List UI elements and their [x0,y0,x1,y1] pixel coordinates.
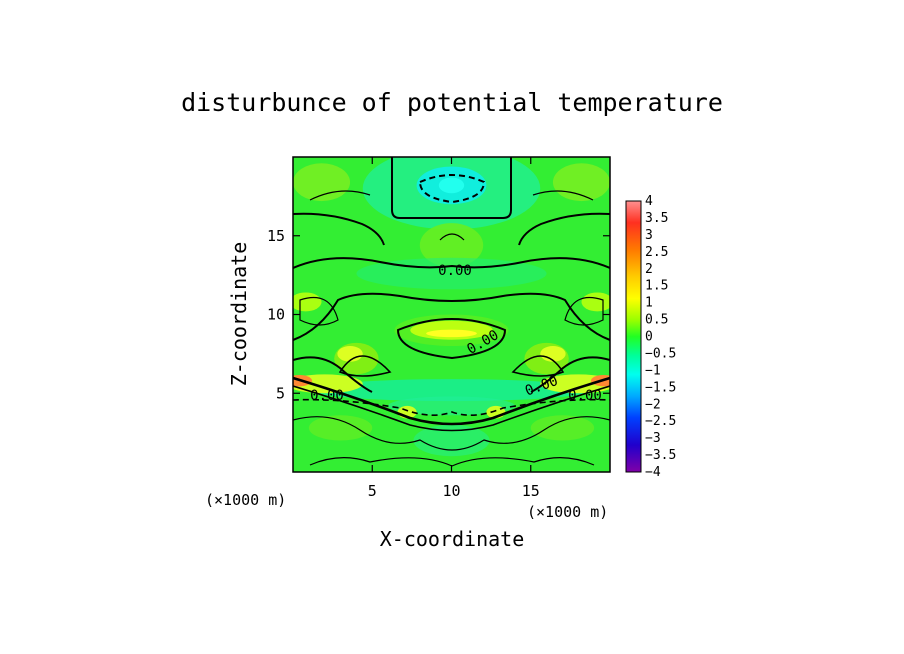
field-patch [540,346,566,362]
colorbar-tick-label: 2 [645,262,653,277]
x-ticks: 5 10 15 [368,157,540,500]
x-axis-label: X-coordinate [380,527,525,551]
contour-line [564,296,604,326]
field-contours [293,157,610,467]
colorbar-tick-label: 3 [645,228,653,243]
colorbar-tick-label: 1.5 [645,279,668,294]
contour-value-label: 0.00 [310,388,344,404]
contour-line [293,212,385,246]
x-tick-label: 5 [368,482,377,500]
field-patch [438,177,465,194]
field-patch [581,292,610,312]
colorbar-tick-label: −0.5 [645,346,676,361]
contour-value-label: 0.00 [438,263,472,279]
contour-line [299,296,339,326]
plot-area [293,157,610,472]
field-patch [337,346,363,362]
y-tick-label: 10 [267,306,285,324]
colorbar-tick-label: 3.5 [645,211,668,226]
contour-line [293,385,610,432]
field-patch [388,396,515,416]
colorbar-tick-label: −2.5 [645,414,676,429]
y-axis-label: Z-coordinate [227,242,251,387]
colorbar-tick-label: −4 [645,465,661,480]
field-patch [308,415,373,441]
contour-line [418,174,486,204]
y-tick-label: 5 [276,384,285,402]
colorbar-tick-label: 0 [645,330,653,345]
contour-line [518,212,610,246]
y-ticks: 5 10 15 [267,227,610,402]
colorbar-tick-label: −1.5 [645,380,676,395]
colorbar-gradient [625,200,642,473]
x-tick-label: 10 [442,482,460,500]
contour-value-label: 0.00 [568,388,602,404]
contour-line [530,356,610,393]
field-patch [530,415,595,441]
colorbar-tick-label: 0.5 [645,313,668,328]
contour-line [396,318,507,360]
field-patch [413,424,490,457]
contour-line [532,190,594,201]
y-unit-label: (×1000 m) [205,491,286,509]
field-patch [419,223,484,268]
contour-line [293,257,610,269]
contour-line [391,157,512,219]
contour-line [293,356,373,393]
contour-line [439,233,465,241]
colorbar: 4 3.5 3 2.5 2 1.5 1 0.5 0−0.5 −1 −1.5 −2 −2.5 −3 −3.5 −… [625,194,676,480]
colorbar-tick-label: 4 [645,194,653,209]
y-tick-label: 15 [267,227,285,245]
colorbar-tick-label: −3.5 [645,448,676,463]
contour-line [293,376,610,426]
colorbar-tick-label: 1 [645,296,653,311]
field-patch [426,329,477,338]
contour-line [309,190,371,201]
field-patch [293,292,322,312]
colorbar-tick-label: 2.5 [645,245,668,260]
contour-line [293,292,610,341]
colorbar-tick-label: −1 [645,363,661,378]
colorbar-tick-label: −2 [645,397,661,412]
colorbar-labels: 4 3.5 3 2.5 2 1.5 1 0.5 0−0.5 −1 −1.5 −2 −2.5 −3 −3.5 −… [645,194,676,480]
contour-line [293,416,610,451]
chart-title: disturbunce of potential temperature [181,88,723,117]
x-tick-label: 15 [522,482,540,500]
contour-line [338,355,392,377]
x-unit-label: (×1000 m) [527,503,608,521]
colorbar-tick-label: −3 [645,431,661,446]
contour-line [293,398,610,416]
contour-line [511,355,565,377]
field-patch [312,379,591,402]
